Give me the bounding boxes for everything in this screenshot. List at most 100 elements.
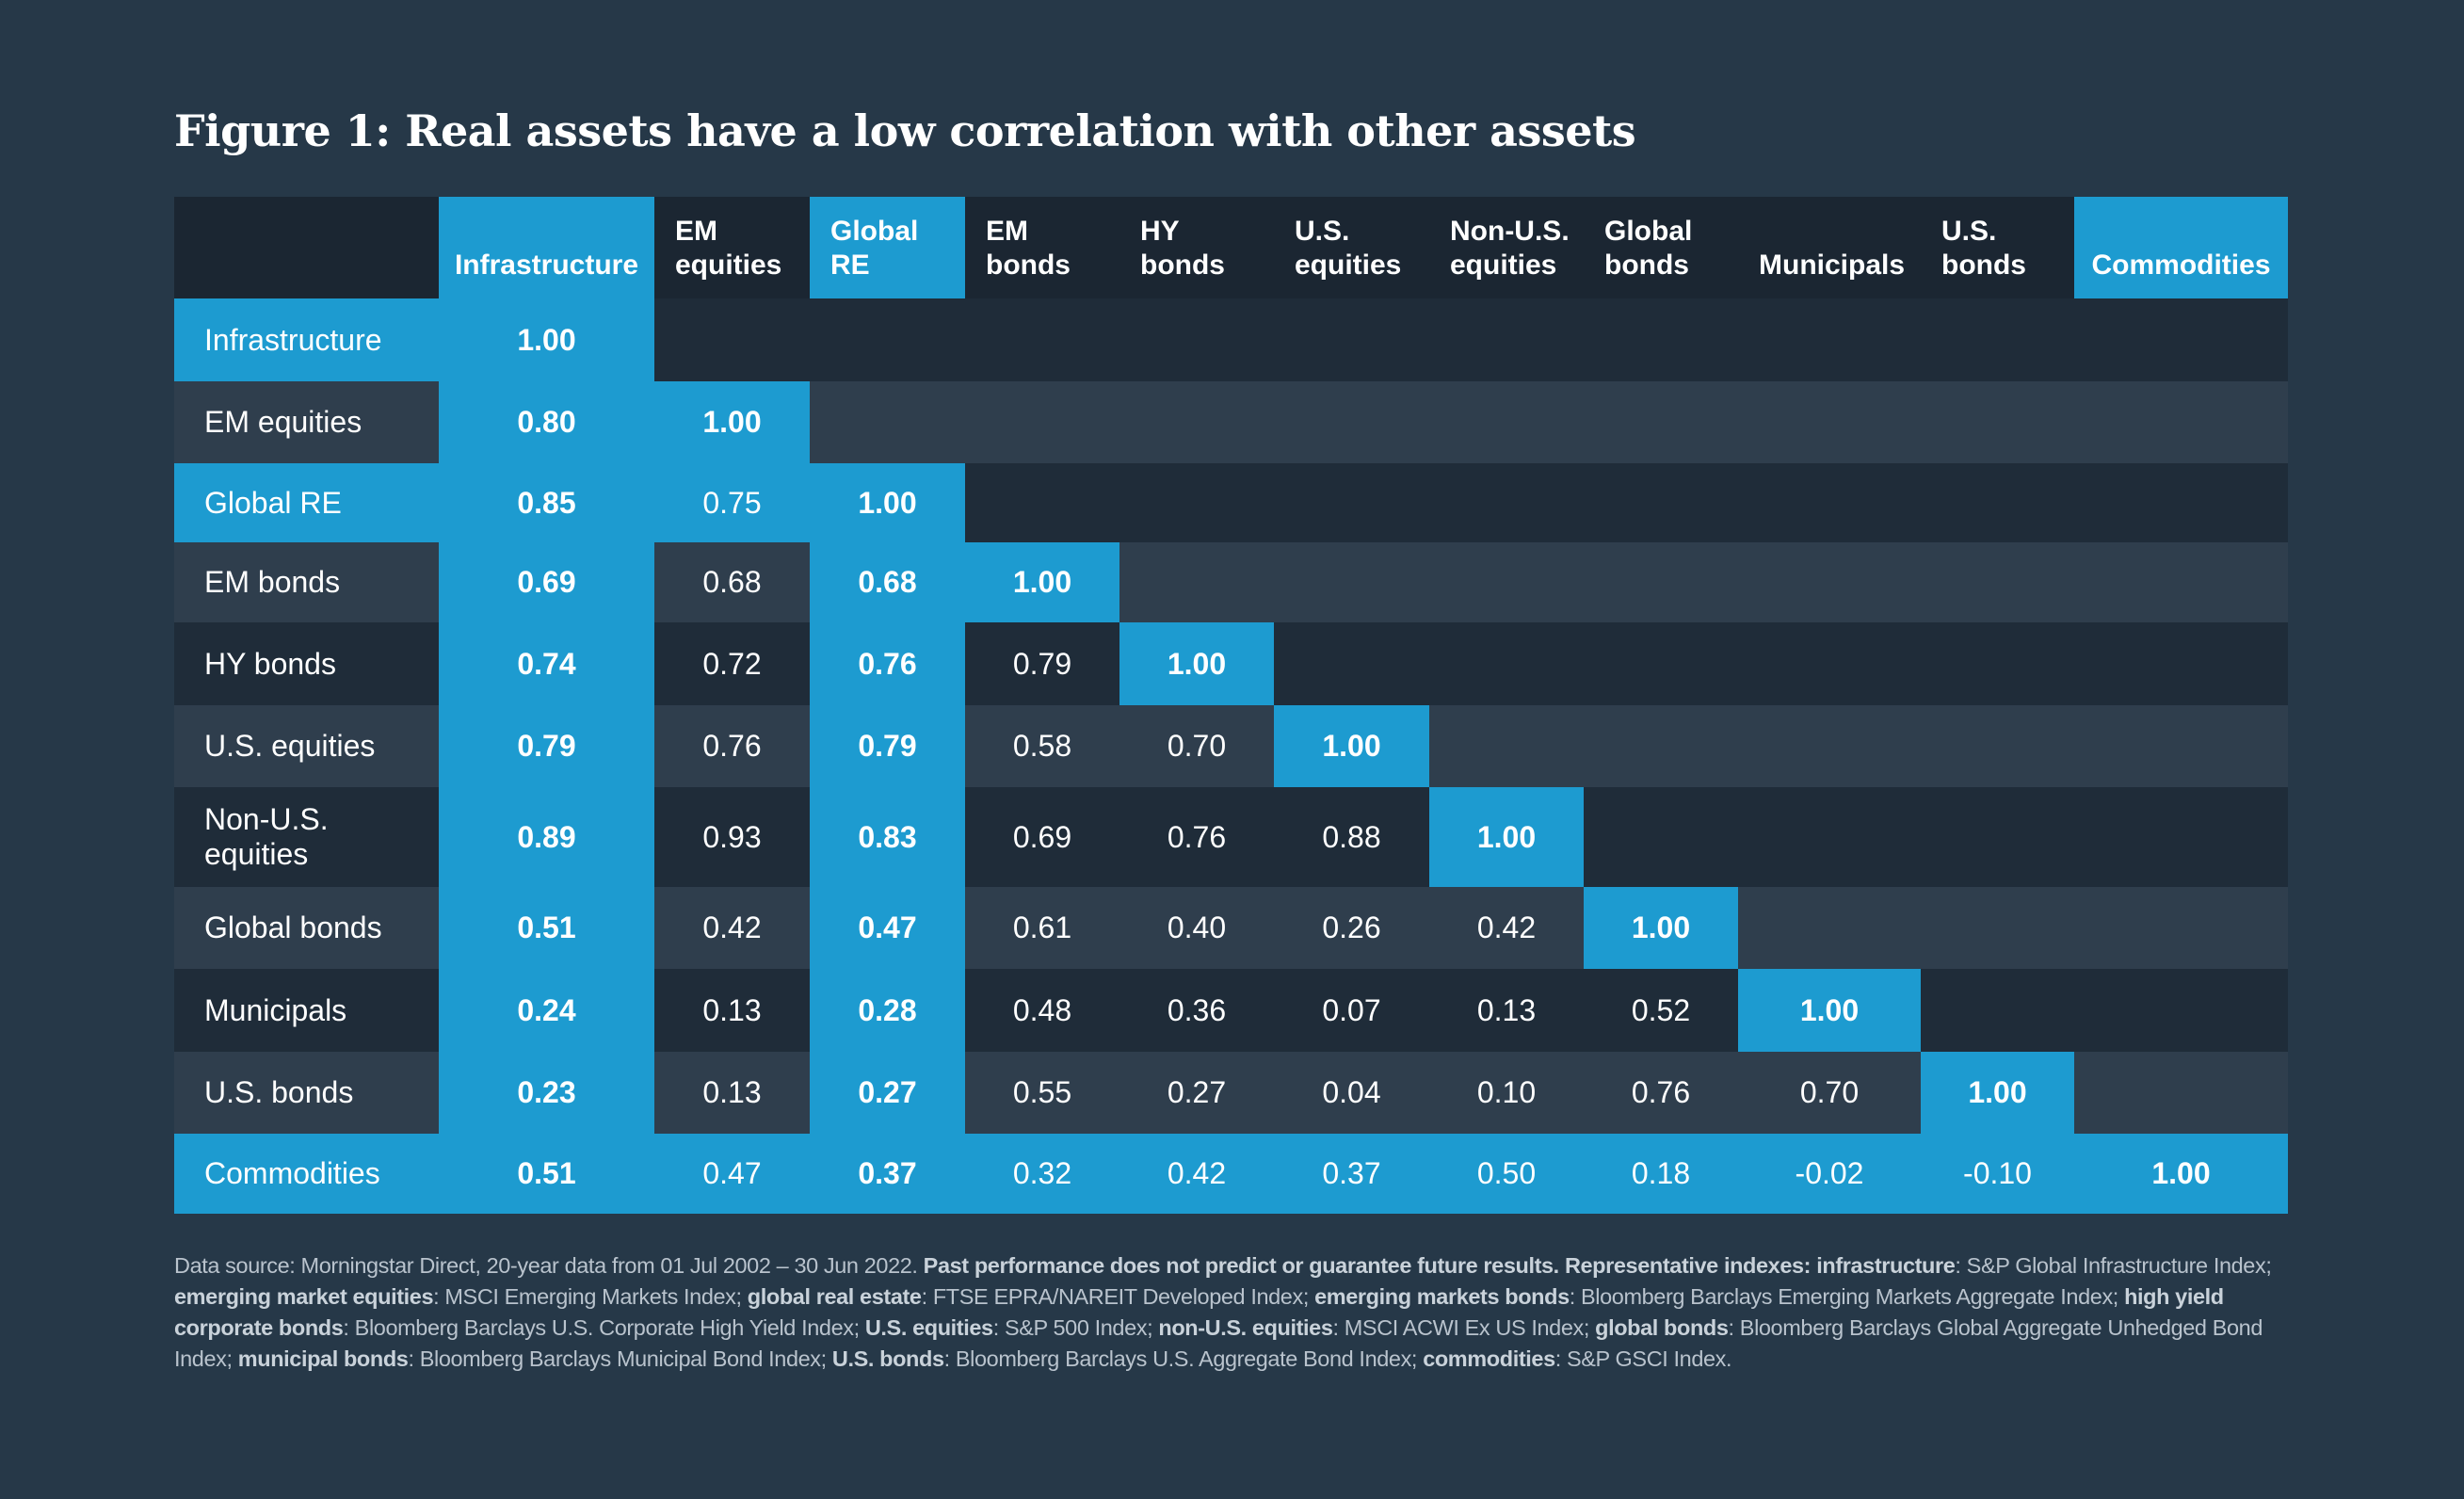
column-header-line2: Infrastructure xyxy=(454,250,639,282)
column-header-line1: EM xyxy=(675,215,717,247)
data-source-footnote: Data source: Morningstar Direct, 20-year… xyxy=(174,1250,2291,1375)
footnote-segment: : S&P Global Infrastructure Index; xyxy=(1955,1253,2272,1278)
row-label: Commodities xyxy=(174,1134,439,1214)
column-header: U.S. bonds xyxy=(1921,197,2074,298)
correlation-value-cell: 0.70 xyxy=(1119,705,1274,787)
correlation-value-cell: 0.23 xyxy=(439,1052,654,1134)
correlation-value-cell: 0.85 xyxy=(439,463,654,542)
diagonal-value-cell: 1.00 xyxy=(1429,787,1584,887)
footnote-bold-segment: emerging markets bonds xyxy=(1314,1284,1570,1309)
correlation-value-cell: 0.76 xyxy=(810,622,965,705)
footnote-bold-segment: municipal bonds xyxy=(237,1346,409,1371)
correlation-value-cell: 0.72 xyxy=(654,622,810,705)
row-label: EM bonds xyxy=(174,542,439,622)
footnote-bold-segment: high yield corporate bonds xyxy=(174,1284,2224,1340)
diagonal-value-cell: 1.00 xyxy=(1274,705,1429,787)
diagonal-value-cell: 1.00 xyxy=(965,542,1119,622)
row-label: U.S. bonds xyxy=(174,1052,439,1134)
footnote-segment: : MSCI Emerging Markets Index; xyxy=(433,1284,748,1309)
footnote-bold-segment: U.S. equities xyxy=(864,1315,993,1340)
correlation-value-cell: 0.76 xyxy=(1584,1052,1738,1134)
header-corner-cell xyxy=(174,197,439,298)
footnote-segment: : MSCI ACWI Ex US Index; xyxy=(1332,1315,1596,1340)
correlation-value-cell: 0.79 xyxy=(965,622,1119,705)
column-header-line1: U.S. xyxy=(1295,215,1350,247)
column-header: U.S. equities xyxy=(1274,197,1429,298)
diagonal-value-cell: 1.00 xyxy=(2074,1134,2288,1214)
correlation-value-cell: 0.42 xyxy=(1119,1134,1274,1214)
footnote-segment: : FTSE EPRA/NAREIT Developed Index; xyxy=(921,1284,1315,1309)
footnote-segment: : Bloomberg Barclays U.S. Aggregate Bond… xyxy=(943,1346,1424,1371)
column-header-line1: U.S. xyxy=(1941,215,1997,247)
correlation-value-cell: 0.88 xyxy=(1274,787,1429,887)
correlation-value-cell: 0.40 xyxy=(1119,887,1274,969)
correlation-value-cell: 0.27 xyxy=(1119,1052,1274,1134)
footnote-bold-segment: global real estate xyxy=(747,1284,922,1309)
column-header: Non-U.S. equities xyxy=(1429,197,1584,298)
column-header: Commodities xyxy=(2074,197,2288,298)
correlation-value-cell: 0.42 xyxy=(654,887,810,969)
footnote-segment: : Bloomberg Barclays U.S. Corporate High… xyxy=(343,1315,865,1340)
diagonal-value-cell: 1.00 xyxy=(654,381,810,463)
column-header-line2: bonds xyxy=(1941,250,2026,282)
column-header: Global RE xyxy=(810,197,965,298)
correlation-value-cell: 0.13 xyxy=(654,969,810,1052)
column-header: HY bonds xyxy=(1119,197,1274,298)
correlation-value-cell: 0.47 xyxy=(810,887,965,969)
footnote-segment: : Bloomberg Barclays Emerging Markets Ag… xyxy=(1569,1284,2125,1309)
correlation-value-cell: 0.27 xyxy=(810,1052,965,1134)
row-label: Municipals xyxy=(174,969,439,1052)
column-header-line2: Municipals xyxy=(1759,250,1906,282)
correlation-value-cell: 0.93 xyxy=(654,787,810,887)
correlation-value-cell: 0.55 xyxy=(965,1052,1119,1134)
correlation-value-cell: 0.13 xyxy=(1429,969,1584,1052)
row-label: Global RE xyxy=(174,463,439,542)
diagonal-value-cell: 1.00 xyxy=(1738,969,1921,1052)
row-label: Non-U.S. equities xyxy=(174,787,439,887)
footnote-segment: Data source: Morningstar Direct, 20-year… xyxy=(174,1253,924,1278)
correlation-value-cell: 0.36 xyxy=(1119,969,1274,1052)
correlation-value-cell: 0.58 xyxy=(965,705,1119,787)
column-header: Municipals xyxy=(1738,197,1921,298)
correlation-value-cell: 0.79 xyxy=(810,705,965,787)
correlation-value-cell: 0.51 xyxy=(439,887,654,969)
column-header: Infrastructure xyxy=(439,197,654,298)
footnote-bold-segment: Past performance does not predict or gua… xyxy=(923,1253,1956,1278)
column-header-line2: RE xyxy=(830,250,870,282)
footnote-bold-segment: non-U.S. equities xyxy=(1158,1315,1333,1340)
column-header-line2: bonds xyxy=(986,250,1071,282)
footnote-segment: : S&P GSCI Index. xyxy=(1554,1346,1732,1371)
column-header-line1: Non-U.S. xyxy=(1450,215,1570,247)
correlation-value-cell: -0.10 xyxy=(1921,1134,2074,1214)
column-header-line2: equities xyxy=(1295,250,1402,282)
correlation-value-cell: 0.83 xyxy=(810,787,965,887)
correlation-value-cell: 0.79 xyxy=(439,705,654,787)
footnote-bold-segment: commodities xyxy=(1423,1346,1555,1371)
correlation-value-cell: 0.61 xyxy=(965,887,1119,969)
correlation-matrix: Infrastructure EM equities Global RE EM bonds H… xyxy=(174,197,2288,1214)
correlation-value-cell: 0.68 xyxy=(654,542,810,622)
correlation-value-cell: 0.26 xyxy=(1274,887,1429,969)
correlation-value-cell: 0.28 xyxy=(810,969,965,1052)
diagonal-value-cell: 1.00 xyxy=(1584,887,1738,969)
column-header: EM bonds xyxy=(965,197,1119,298)
footnote-bold-segment: emerging market equities xyxy=(174,1284,434,1309)
correlation-value-cell: 0.24 xyxy=(439,969,654,1052)
correlation-value-cell: 0.70 xyxy=(1738,1052,1921,1134)
column-header-line1: Global xyxy=(1604,215,1693,247)
correlation-value-cell: 0.69 xyxy=(965,787,1119,887)
column-header-line1: EM xyxy=(986,215,1028,247)
column-header-line2: bonds xyxy=(1140,250,1225,282)
row-label: EM equities xyxy=(174,381,439,463)
diagonal-value-cell: 1.00 xyxy=(1921,1052,2074,1134)
correlation-value-cell: 0.18 xyxy=(1584,1134,1738,1214)
row-label: Infrastructure xyxy=(174,298,439,381)
column-header-line1: HY xyxy=(1140,215,1180,247)
column-header-line1: Global xyxy=(830,215,919,247)
column-header-line2: bonds xyxy=(1604,250,1689,282)
correlation-value-cell: -0.02 xyxy=(1738,1134,1921,1214)
footnote-segment: : Bloomberg Barclays Municipal Bond Inde… xyxy=(408,1346,832,1371)
column-header: Global bonds xyxy=(1584,197,1738,298)
footnote-bold-segment: global bonds xyxy=(1595,1315,1729,1340)
column-header-line2: equities xyxy=(675,250,782,282)
